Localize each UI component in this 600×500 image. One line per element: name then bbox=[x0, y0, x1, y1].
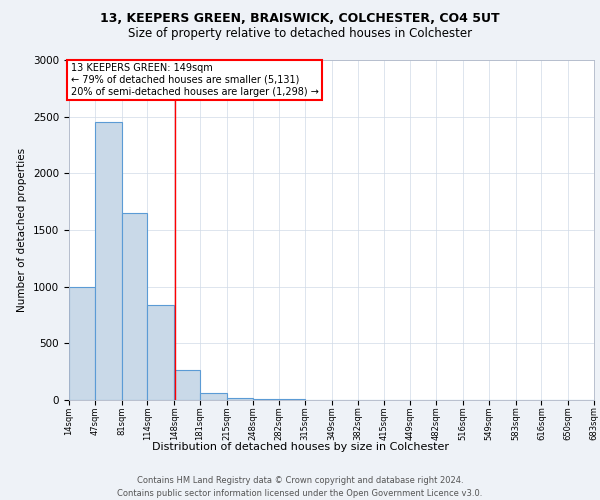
Bar bbox=[227, 398, 253, 400]
Text: Contains HM Land Registry data © Crown copyright and database right 2024.: Contains HM Land Registry data © Crown c… bbox=[137, 476, 463, 485]
Bar bbox=[69, 287, 95, 400]
Text: Distribution of detached houses by size in Colchester: Distribution of detached houses by size … bbox=[151, 442, 449, 452]
Text: 13, KEEPERS GREEN, BRAISWICK, COLCHESTER, CO4 5UT: 13, KEEPERS GREEN, BRAISWICK, COLCHESTER… bbox=[100, 12, 500, 26]
Text: 13 KEEPERS GREEN: 149sqm
← 79% of detached houses are smaller (5,131)
20% of sem: 13 KEEPERS GREEN: 149sqm ← 79% of detach… bbox=[71, 64, 319, 96]
Text: Contains public sector information licensed under the Open Government Licence v3: Contains public sector information licen… bbox=[118, 489, 482, 498]
Bar bbox=[148, 305, 174, 400]
Bar bbox=[200, 393, 227, 400]
Bar bbox=[174, 370, 200, 400]
Bar bbox=[122, 213, 148, 400]
Y-axis label: Number of detached properties: Number of detached properties bbox=[17, 148, 28, 312]
Text: Size of property relative to detached houses in Colchester: Size of property relative to detached ho… bbox=[128, 28, 472, 40]
Bar bbox=[253, 399, 280, 400]
Bar bbox=[95, 122, 122, 400]
